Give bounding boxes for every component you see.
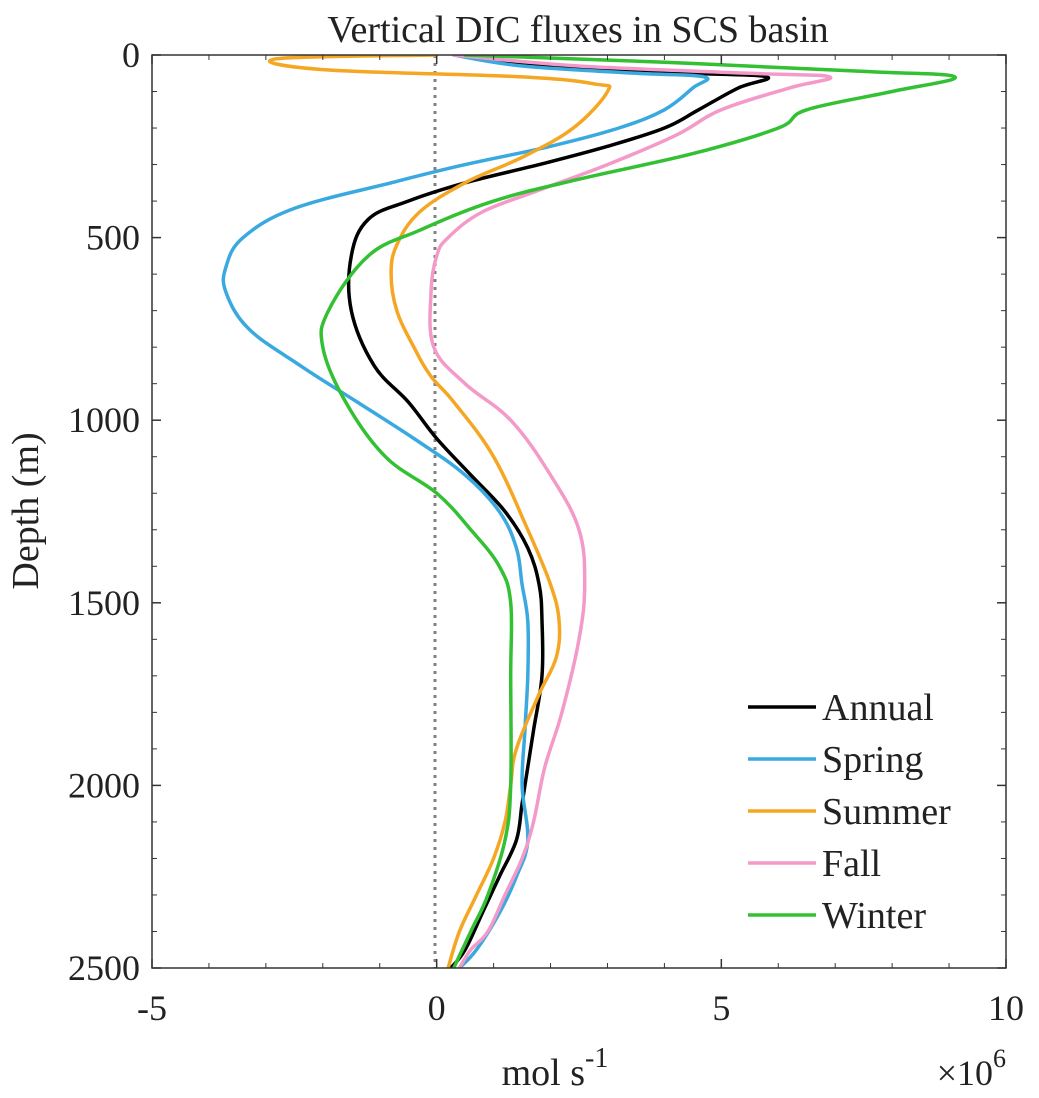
x-axis-multiplier-exponent: 6 [993,1044,1006,1073]
x-tick-label: 0 [428,988,446,1028]
x-axis-label-exponent: -1 [585,1043,608,1074]
series-line-winter [319,55,957,968]
x-axis-multiplier-base: ×10 [937,1053,993,1093]
y-tick-label: 500 [86,218,140,258]
y-axis-label: Depth (m) [5,432,47,589]
legend-label-summer: Summer [822,791,951,833]
x-axis-label: mol s-1 [502,1043,609,1094]
y-tick-label: 0 [122,35,140,75]
series-line-fall [428,55,833,968]
x-axis-label-unit: mol s [502,1052,585,1094]
y-tick-labels: 0 500 1000 1500 2000 2500 [68,35,140,988]
y-tick-label: 2000 [68,765,140,805]
series-layer [221,55,957,968]
legend-label-fall: Fall [822,843,881,885]
y-tick-label: 1000 [68,400,140,440]
series-line-annual [346,55,771,968]
x-tick-label: -5 [137,988,167,1028]
x-axis-multiplier: ×106 [937,1044,1006,1093]
legend-label-winter: Winter [822,895,926,937]
y-tick-label: 2500 [68,948,140,988]
legend: Annual Spring Summer Fall Winter [748,687,951,937]
legend-label-annual: Annual [822,687,934,729]
chart-title: Vertical DIC fluxes in SCS basin [327,9,828,51]
y-tick-label: 1500 [68,583,140,623]
legend-label-spring: Spring [822,739,923,781]
plot-frame [151,54,1007,969]
series-line-spring [221,55,710,968]
x-tick-labels: -5 0 5 10 [137,988,1024,1028]
x-tick-label: 5 [712,988,730,1028]
tick-layer [151,54,1007,969]
x-tick-label: 10 [988,988,1024,1028]
